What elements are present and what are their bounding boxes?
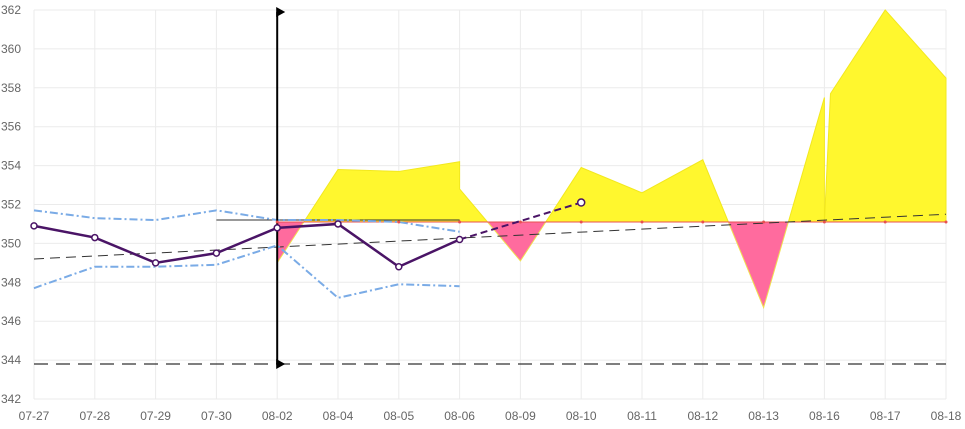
- baseline-point: [944, 220, 948, 224]
- x-tick-label: 08-18: [931, 409, 962, 423]
- trend-line: [33, 213, 947, 260]
- x-tick-label: 07-28: [79, 409, 110, 423]
- y-tick-label: 352: [1, 198, 21, 212]
- x-tick-label: 08-11: [627, 409, 657, 423]
- x-tick-label: 08-02: [262, 409, 293, 423]
- x-tick-label: 07-27: [19, 409, 50, 423]
- baseline-point: [518, 220, 522, 224]
- area-fill-layer: [276, 9, 947, 310]
- baseline-point: [640, 220, 644, 224]
- x-tick-label: 07-29: [140, 409, 171, 423]
- main-series-point: [151, 259, 160, 267]
- area-above-baseline: [787, 97, 825, 223]
- main-series-point: [395, 262, 403, 271]
- x-tick-label: 07-30: [201, 409, 232, 423]
- x-tick-label: 08-04: [323, 409, 354, 423]
- vertical-marker-arrow: [276, 358, 286, 369]
- area-above-baseline: [823, 9, 947, 223]
- y-tick-label: 356: [1, 120, 21, 134]
- y-tick-label: 348: [1, 275, 21, 289]
- main-series-point: [334, 220, 342, 228]
- y-tick-label: 354: [1, 159, 21, 173]
- baseline-point: [275, 220, 279, 224]
- forecast-point: [576, 198, 586, 207]
- baseline-point: [397, 220, 401, 224]
- main-series-point: [212, 249, 221, 257]
- y-tick-label: 350: [1, 236, 21, 250]
- x-tick-label: 08-17: [870, 409, 901, 423]
- x-axis: 07-27 07-28 07-29 07-30 08-02 08-04 08-05 08-06…: [19, 409, 962, 423]
- x-tick-label: 08-09: [505, 409, 536, 423]
- y-tick-label: 358: [1, 81, 21, 95]
- main-series-point: [30, 222, 38, 230]
- area-below-baseline: [727, 221, 790, 310]
- series-layer: [33, 11, 947, 365]
- point-layer: [30, 6, 948, 369]
- y-tick-label: 362: [1, 3, 21, 17]
- area-above-baseline: [302, 161, 489, 223]
- main-series-point: [455, 235, 464, 244]
- baseline-point: [883, 220, 887, 224]
- baseline-point: [458, 220, 462, 224]
- x-tick-label: 08-10: [566, 409, 597, 423]
- main-series-point: [273, 224, 281, 232]
- y-tick-label: 344: [1, 353, 21, 367]
- main-series-line: [33, 222, 461, 269]
- y-axis: 342 344 346 348 350 352 354 356 358 360 362: [1, 3, 21, 406]
- y-tick-label: 360: [1, 42, 21, 56]
- vertical-marker-arrow: [276, 6, 286, 17]
- forecast-line: [459, 201, 582, 241]
- band-lower-line: [33, 244, 460, 299]
- x-tick-label: 08-16: [809, 409, 840, 423]
- area-above-baseline: [544, 159, 730, 223]
- main-series-point: [91, 233, 99, 242]
- x-tick-label: 08-05: [383, 409, 414, 423]
- x-tick-label: 08-13: [748, 409, 779, 423]
- y-tick-label: 346: [1, 314, 21, 328]
- baseline-point: [762, 220, 766, 224]
- x-tick-label: 08-06: [444, 409, 475, 423]
- y-tick-label: 342: [1, 392, 21, 406]
- x-tick-label: 08-12: [687, 409, 718, 423]
- baseline-point: [701, 220, 705, 224]
- band-upper-line: [33, 209, 460, 233]
- baseline-point: [822, 220, 826, 224]
- baseline-point: [579, 220, 583, 224]
